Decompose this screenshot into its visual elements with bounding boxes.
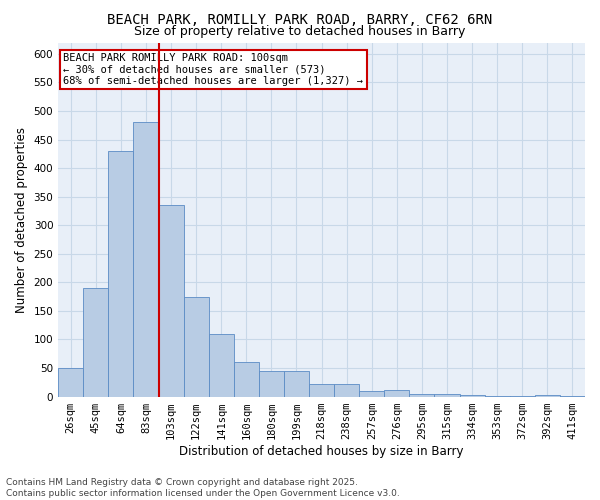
Bar: [133, 122, 158, 396]
Bar: [334, 384, 359, 396]
Bar: [234, 362, 259, 396]
Text: Contains HM Land Registry data © Crown copyright and database right 2025.
Contai: Contains HM Land Registry data © Crown c…: [6, 478, 400, 498]
Bar: [434, 394, 460, 396]
Bar: [359, 391, 385, 396]
Bar: [309, 384, 334, 396]
Text: Size of property relative to detached houses in Barry: Size of property relative to detached ho…: [134, 25, 466, 38]
Bar: [158, 206, 184, 396]
Bar: [184, 296, 209, 396]
Bar: [209, 334, 234, 396]
Bar: [83, 288, 109, 397]
Bar: [58, 368, 83, 396]
Bar: [109, 151, 133, 396]
X-axis label: Distribution of detached houses by size in Barry: Distribution of detached houses by size …: [179, 444, 464, 458]
Text: BEACH PARK, ROMILLY PARK ROAD, BARRY, CF62 6RN: BEACH PARK, ROMILLY PARK ROAD, BARRY, CF…: [107, 12, 493, 26]
Bar: [409, 394, 434, 396]
Text: BEACH PARK ROMILLY PARK ROAD: 100sqm
← 30% of detached houses are smaller (573)
: BEACH PARK ROMILLY PARK ROAD: 100sqm ← 3…: [64, 53, 364, 86]
Bar: [284, 371, 309, 396]
Bar: [460, 395, 485, 396]
Bar: [385, 390, 409, 396]
Y-axis label: Number of detached properties: Number of detached properties: [15, 126, 28, 312]
Bar: [259, 371, 284, 396]
